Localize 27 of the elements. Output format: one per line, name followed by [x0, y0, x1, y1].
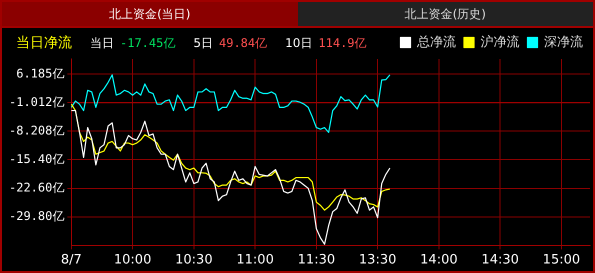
- text: 10日: [285, 34, 312, 52]
- y-tick-label: -1.012亿: [8, 94, 64, 109]
- text: 114.9亿: [318, 34, 367, 52]
- legend-label: 沪净流: [480, 34, 520, 50]
- y-tick-label: -15.40亿: [8, 152, 64, 166]
- text: 北上资金(历史): [298, 2, 593, 28]
- x-tick-label: 10:30: [175, 252, 213, 268]
- x-tick-label: 15:00: [542, 252, 580, 268]
- x-tick-label: 14:30: [481, 252, 519, 268]
- chart-title: 当日净流: [16, 34, 72, 52]
- legend-label: 深净流: [544, 34, 583, 50]
- y-tick-label: -29.80亿: [8, 208, 64, 223]
- y-tick-label: -8.208亿: [8, 123, 64, 138]
- x-tick-label: 10:00: [114, 252, 152, 268]
- x-tick-label: 8/7: [60, 252, 82, 268]
- y-tick-label: -22.60亿: [8, 180, 64, 194]
- x-tick-label: 11:30: [298, 252, 336, 268]
- y-tick-label: 6.185亿: [16, 66, 64, 80]
- text: 北上资金(当日): [2, 2, 298, 28]
- text: -17.45亿: [120, 34, 176, 52]
- x-tick-label: 14:00: [420, 252, 458, 268]
- x-tick-label: 11:00: [236, 252, 274, 268]
- x-tick-label: 13:30: [358, 252, 396, 268]
- legend-label: 总净流: [416, 34, 456, 50]
- text: 5日: [193, 34, 213, 52]
- text: 当日: [90, 34, 114, 52]
- text: 49.84亿: [219, 34, 268, 52]
